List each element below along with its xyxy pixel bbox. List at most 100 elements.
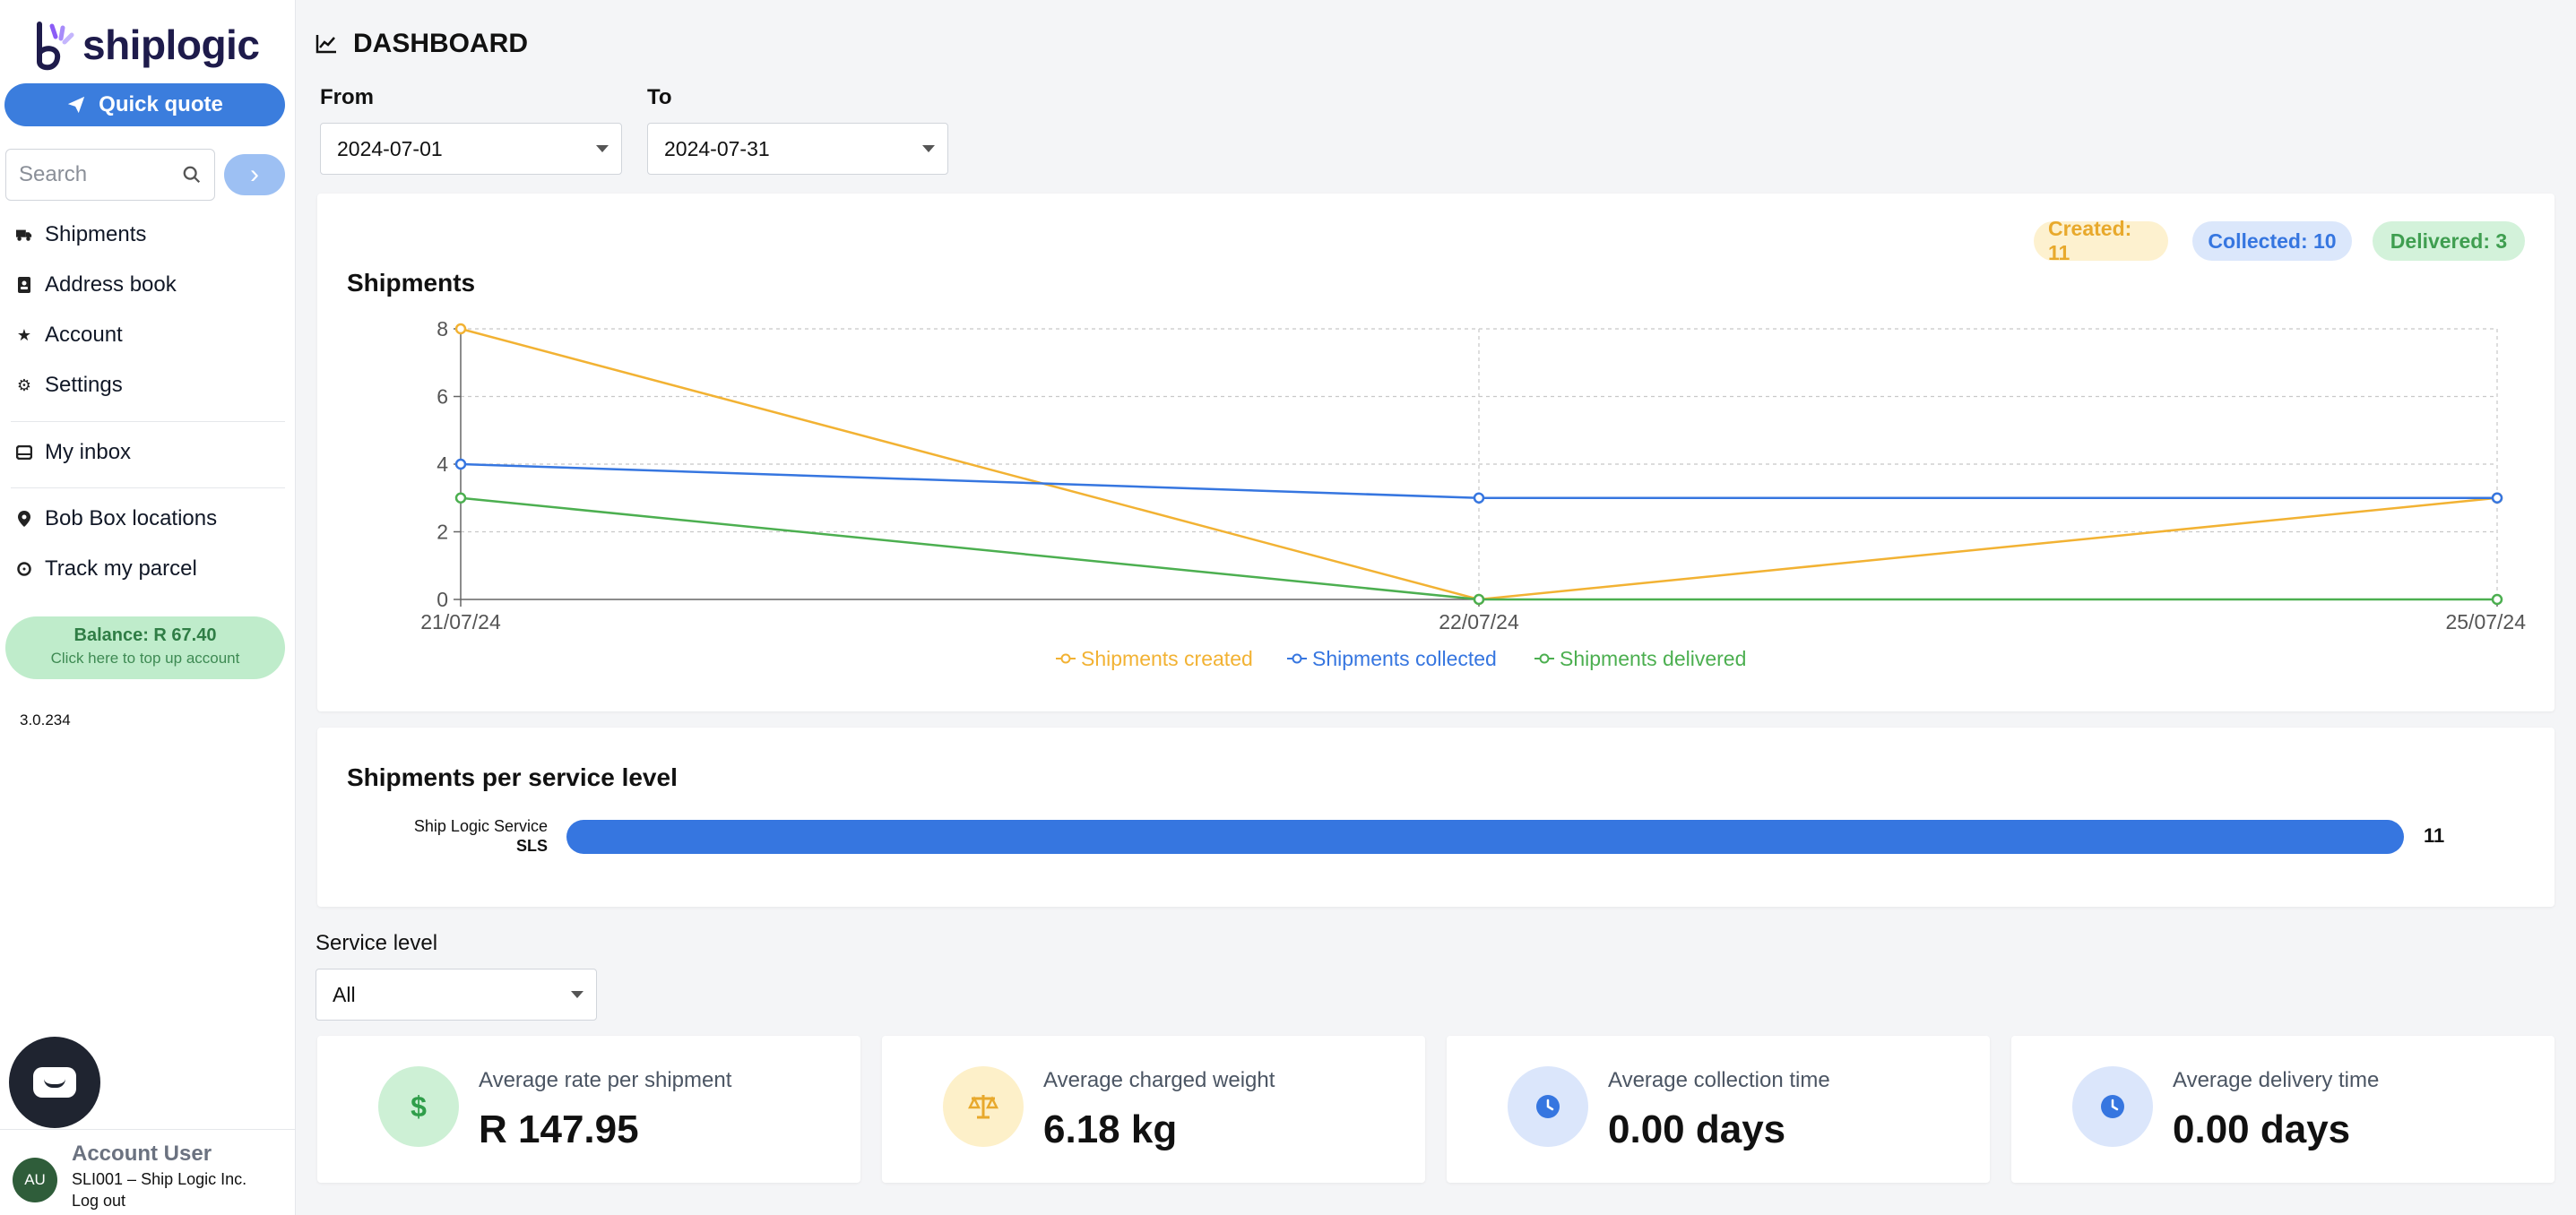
collected-count-badge: Collected: 10 bbox=[2192, 221, 2352, 261]
delivered-count-badge: Delivered: 3 bbox=[2373, 221, 2525, 261]
to-label: To bbox=[647, 85, 672, 109]
sidebar-item-label: Bob Box locations bbox=[45, 506, 218, 530]
search-box bbox=[5, 149, 215, 201]
service-level-bar bbox=[566, 820, 2404, 854]
service-level-title: Shipments per service level bbox=[347, 763, 678, 791]
y-tick-label: 2 bbox=[437, 521, 448, 544]
service-level-select[interactable]: All bbox=[316, 969, 597, 1021]
sidebar-item-label: Shipments bbox=[45, 222, 147, 246]
data-point bbox=[1473, 593, 1485, 606]
legend-marker bbox=[1292, 653, 1302, 664]
sidebar: shiplogic Quick quote › Shipments Addres… bbox=[0, 0, 296, 1215]
data-point bbox=[2491, 593, 2503, 606]
sidebar-item-label: Account bbox=[45, 323, 123, 347]
caret-down-icon bbox=[596, 145, 609, 152]
service-level-filter-label: Service level bbox=[316, 931, 438, 955]
stat-card-collection-time: Average collection time 0.00 days bbox=[1447, 1036, 1990, 1183]
legend-marker bbox=[1060, 653, 1071, 664]
quick-quote-button[interactable]: Quick quote bbox=[4, 83, 285, 126]
stat-label: Average collection time bbox=[1608, 1068, 1830, 1092]
from-date-select[interactable]: 2024-07-01 bbox=[320, 123, 622, 175]
created-count-badge: Created: 11 bbox=[2034, 217, 2168, 264]
y-tick-label: 4 bbox=[437, 452, 448, 476]
legend-marker bbox=[1539, 653, 1550, 664]
logout-link[interactable]: Log out bbox=[72, 1192, 126, 1210]
shipments-line-chart: 0 2 4 6 8 21/07/24 22/07/24 25/07/24 Shipments c… bbox=[420, 317, 2526, 670]
location-pin-icon bbox=[16, 511, 32, 527]
clock-icon bbox=[1508, 1066, 1588, 1147]
search-submit-button[interactable]: › bbox=[224, 154, 285, 195]
service-bar-code: SLS bbox=[515, 837, 548, 855]
quick-quote-label: Quick quote bbox=[99, 92, 223, 116]
nav-divider bbox=[11, 487, 285, 488]
stat-label: Average delivery time bbox=[2173, 1068, 2380, 1092]
to-date-select[interactable]: 2024-07-31 bbox=[647, 123, 948, 175]
stat-card-delivery-time: Average delivery time 0.00 days bbox=[2011, 1036, 2554, 1183]
legend-label: Shipments delivered bbox=[1560, 647, 1746, 670]
stat-value: 0.00 days bbox=[2173, 1107, 2351, 1151]
shiplogic-logo[interactable]: shiplogic bbox=[32, 16, 260, 73]
legend-label: Shipments created bbox=[1081, 647, 1253, 670]
sidebar-item-track-parcel[interactable]: Track my parcel bbox=[16, 556, 197, 582]
service-level-bar-chart bbox=[566, 820, 2404, 854]
logo-mark-icon bbox=[37, 22, 74, 71]
sidebar-item-label: Settings bbox=[45, 373, 123, 397]
star-icon: ★ bbox=[16, 325, 32, 344]
brand-name: shiplogic bbox=[82, 22, 260, 68]
avatar[interactable]: AU bbox=[13, 1158, 57, 1202]
truck-icon bbox=[16, 227, 32, 243]
track-icon bbox=[16, 561, 32, 577]
address-book-icon bbox=[16, 277, 32, 293]
service-bar-value: 11 bbox=[2424, 824, 2445, 847]
stat-card-average-rate: $ Average rate per shipment R 147.95 bbox=[317, 1036, 860, 1183]
data-point bbox=[454, 458, 467, 470]
balance-topup-button[interactable]: Balance: R 67.40 Click here to top up ac… bbox=[5, 616, 285, 679]
legend-label: Shipments collected bbox=[1312, 647, 1497, 670]
x-tick-label: 25/07/24 bbox=[2445, 610, 2526, 633]
line-chart-icon bbox=[316, 35, 336, 54]
nav-divider bbox=[11, 421, 285, 422]
stat-value: 6.18 kg bbox=[1043, 1107, 1178, 1151]
stat-value: R 147.95 bbox=[479, 1107, 639, 1151]
y-tick-label: 8 bbox=[437, 317, 448, 340]
caret-down-icon bbox=[571, 991, 583, 998]
app-version: 3.0.234 bbox=[20, 711, 71, 728]
from-date-value: 2024-07-01 bbox=[337, 136, 443, 160]
chat-button[interactable] bbox=[9, 1037, 100, 1128]
search-icon[interactable] bbox=[182, 165, 202, 185]
sidebar-item-label: Address book bbox=[45, 272, 177, 297]
paper-plane-icon bbox=[67, 96, 85, 114]
user-divider bbox=[0, 1129, 296, 1130]
balance-hint: Click here to top up account bbox=[50, 650, 240, 667]
clock-icon bbox=[2072, 1066, 2153, 1147]
stat-label: Average charged weight bbox=[1043, 1068, 1275, 1092]
sidebar-item-settings[interactable]: ⚙ Settings bbox=[16, 373, 123, 398]
caret-down-icon bbox=[922, 145, 935, 152]
dollar-icon: $ bbox=[378, 1066, 459, 1147]
from-label: From bbox=[320, 85, 374, 109]
data-point bbox=[1473, 492, 1485, 504]
search-input[interactable] bbox=[19, 162, 171, 187]
sidebar-item-label: Track my parcel bbox=[45, 556, 197, 581]
to-date-value: 2024-07-31 bbox=[664, 136, 770, 160]
shipments-chart-card: Created: 11 Collected: 10 Delivered: 3 S… bbox=[317, 194, 2554, 711]
sidebar-item-inbox[interactable]: My inbox bbox=[16, 440, 131, 465]
shipments-chart-title: Shipments bbox=[347, 269, 476, 297]
sidebar-item-bob-box-locations[interactable]: Bob Box locations bbox=[16, 506, 217, 531]
x-tick-label: 22/07/24 bbox=[1439, 610, 1519, 633]
gear-icon: ⚙ bbox=[16, 375, 32, 394]
service-bar-name: Ship Logic Service bbox=[413, 817, 548, 835]
sidebar-item-address-book[interactable]: Address book bbox=[16, 272, 177, 297]
page-title-text: DASHBOARD bbox=[353, 29, 528, 58]
y-tick-label: 6 bbox=[437, 385, 448, 409]
data-point bbox=[454, 323, 467, 335]
service-level-select-value: All bbox=[333, 982, 356, 1006]
data-point bbox=[454, 492, 467, 504]
chat-bubble-icon bbox=[33, 1067, 76, 1098]
user-organisation: SLI001 – Ship Logic Inc. bbox=[72, 1170, 247, 1188]
service-level-card: Shipments per service level Ship Logic S… bbox=[317, 728, 2554, 907]
sidebar-item-account[interactable]: ★ Account bbox=[16, 323, 123, 348]
balance-amount: Balance: R 67.40 bbox=[73, 625, 217, 645]
sidebar-item-shipments[interactable]: Shipments bbox=[16, 222, 146, 247]
